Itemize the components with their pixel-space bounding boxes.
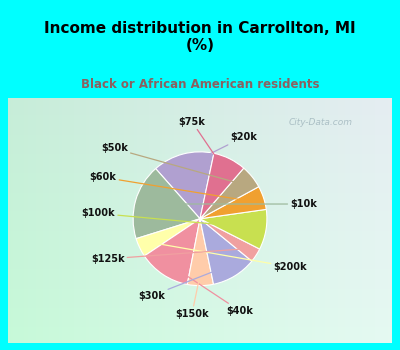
Wedge shape	[156, 152, 214, 219]
Text: $50k: $50k	[101, 144, 243, 184]
Text: $20k: $20k	[186, 132, 257, 166]
Wedge shape	[187, 219, 214, 286]
Text: $40k: $40k	[170, 265, 254, 316]
Wedge shape	[200, 153, 244, 219]
Wedge shape	[144, 219, 200, 285]
Text: $200k: $200k	[150, 243, 307, 272]
Wedge shape	[200, 219, 260, 261]
Wedge shape	[200, 187, 266, 219]
Wedge shape	[200, 168, 259, 219]
Text: Black or African American residents: Black or African American residents	[81, 77, 319, 91]
Wedge shape	[136, 219, 200, 256]
Text: Income distribution in Carrollton, MI
(%): Income distribution in Carrollton, MI (%…	[44, 21, 356, 54]
Wedge shape	[200, 209, 267, 249]
Text: $75k: $75k	[178, 117, 224, 170]
Text: $125k: $125k	[91, 249, 246, 264]
Text: $10k: $10k	[147, 199, 317, 209]
Text: $30k: $30k	[138, 266, 228, 301]
Text: $150k: $150k	[175, 274, 209, 319]
Wedge shape	[200, 219, 252, 284]
Wedge shape	[133, 169, 200, 239]
Text: $60k: $60k	[90, 172, 252, 202]
Text: $100k: $100k	[82, 208, 254, 228]
Text: City-Data.com: City-Data.com	[288, 118, 352, 127]
